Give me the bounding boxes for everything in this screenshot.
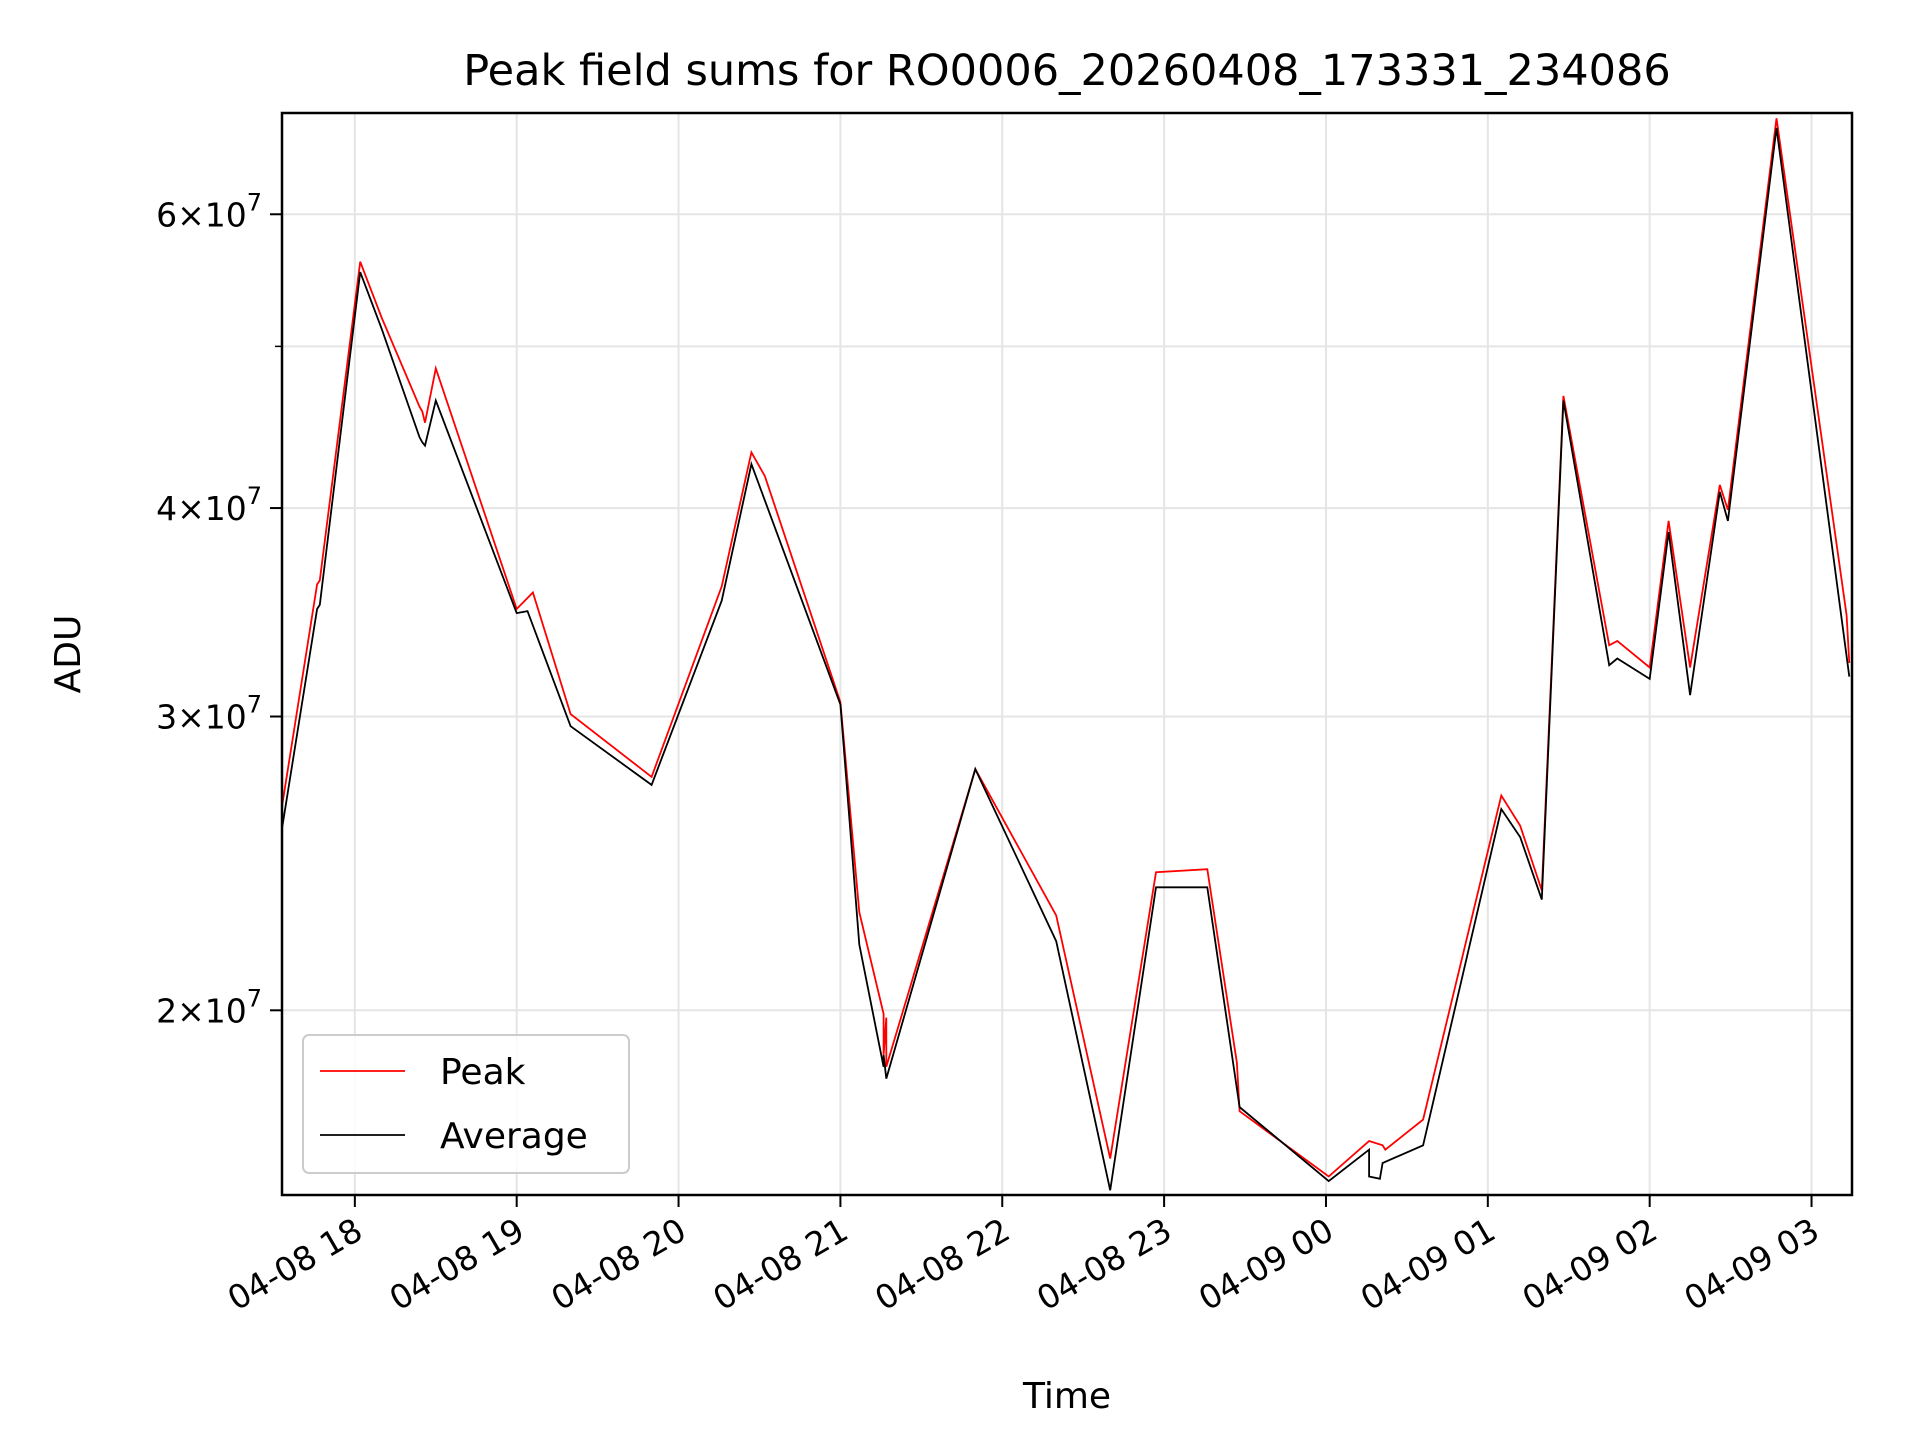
grid xyxy=(282,113,1852,1195)
y-axis-label: ADU xyxy=(48,615,89,694)
legend: Peak Average xyxy=(302,1034,630,1174)
series-line-peak xyxy=(282,118,1851,1178)
series-layer xyxy=(282,118,1851,1191)
legend-label-peak: Peak xyxy=(440,1052,526,1093)
chart-title: Peak field sums for RO0006_20260408_1733… xyxy=(463,46,1670,96)
y-tick-label-3: 6×107 xyxy=(156,188,262,234)
y-tick-label-0: 2×107 xyxy=(156,984,262,1030)
legend-label-average: Average xyxy=(440,1116,588,1157)
series-line-average xyxy=(282,127,1851,1191)
x-axis-label: Time xyxy=(1022,1376,1111,1417)
y-axis: 2×107 3×107 4×107 6×107 xyxy=(156,188,282,1030)
y-tick-label-2: 4×107 xyxy=(156,482,262,528)
y-tick-label-1: 3×107 xyxy=(156,691,262,737)
legend-frame xyxy=(302,1034,630,1174)
plot-frame xyxy=(280,111,1854,1197)
